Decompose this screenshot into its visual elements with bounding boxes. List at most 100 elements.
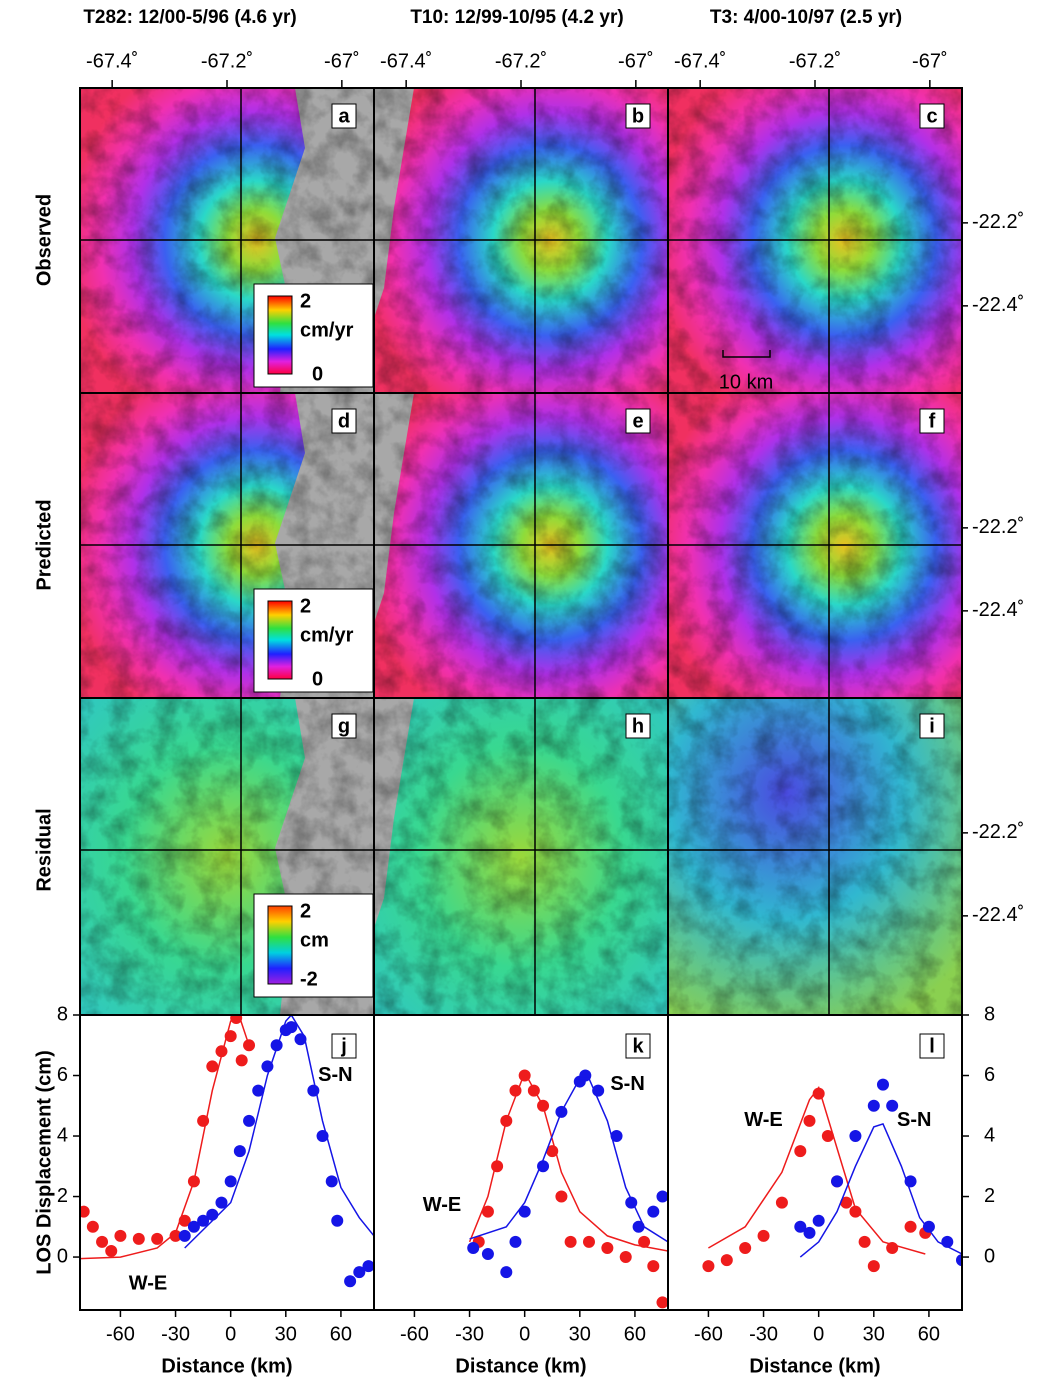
data-point [555,1190,568,1203]
row-label: Residual [33,808,55,891]
column-title: T3: 4/00-10/97 (2.5 yr) [710,7,902,28]
colorbar [267,295,293,375]
panel-letter: l [929,1035,935,1057]
data-point [757,1229,770,1242]
y-tick-label: 6 [57,1064,68,1086]
column-title: T10: 12/99-10/95 (4.2 yr) [410,7,623,28]
data-point [794,1220,807,1233]
x-tick-label: 0 [813,1323,824,1345]
x-tick-label: -67.4˚ [380,50,432,72]
x-axis-label: Distance (km) [161,1355,292,1377]
panel-letter-box [331,713,357,739]
data-point [537,1160,550,1173]
x-tick-label: -30 [455,1323,484,1345]
data-point [96,1235,109,1248]
relief [374,698,668,1015]
series-label: S-N [610,1073,644,1095]
data-point [151,1232,164,1245]
x-tick-label: -30 [161,1323,190,1345]
data-point [656,1296,668,1309]
x-tick-label: -67.2˚ [789,50,841,72]
map-image [374,698,668,1015]
panel-letter-box [625,1033,651,1059]
panel-letter-box [625,103,651,129]
map-panel: f [667,392,963,699]
y-tick-label: 6 [984,1064,995,1086]
relief [668,698,962,1015]
data-point [720,1254,733,1267]
data-point [243,1114,256,1127]
y-tick-label: -22.2˚ [972,211,1024,233]
data-point [80,1205,90,1218]
column-title: T282: 12/00-5/96 (4.6 yr) [83,7,296,28]
series-label: W-E [129,1273,167,1295]
y-tick-label: -22.4˚ [972,904,1024,926]
data-point [509,1235,522,1248]
data-point [132,1232,145,1245]
data-point [858,1235,871,1248]
plot-frame [667,1014,963,1311]
data-point [215,1045,228,1058]
x-tick-label: -67.4˚ [674,50,726,72]
panel-letter: a [338,105,350,127]
x-tick-label: -67.4˚ [86,50,138,72]
data-point [467,1241,480,1254]
row-label: Predicted [33,499,55,590]
y-tick-label: 2 [984,1185,995,1207]
data-point [647,1260,660,1273]
scale-bar [722,350,771,358]
data-point [956,1254,962,1267]
data-point [638,1235,651,1248]
row-label: Observed [33,194,55,286]
panel-letter-box [919,408,945,434]
map-image [668,393,962,698]
y-tick-label: 4 [57,1124,68,1146]
model-curve [799,1122,962,1258]
series-label: W-E [423,1194,461,1216]
colorbar-min: 0 [312,668,323,690]
x-tick-label: -67.2˚ [495,50,547,72]
map-image [668,698,962,1015]
y-tick-label: 0 [57,1245,68,1267]
panel-letter-box [919,1033,945,1059]
y-tick-label: 8 [984,1003,995,1025]
map-image [668,88,962,393]
panel-letter: k [632,1035,644,1057]
x-tick-label: -60 [694,1323,723,1345]
data-point [876,1078,889,1091]
series-label: S-N [318,1064,352,1086]
x-tick-label: 60 [918,1323,940,1345]
data-point [325,1175,338,1188]
series-label: W-E [744,1109,782,1131]
data-point [867,1260,880,1273]
y-tick-label: 8 [57,1003,68,1025]
panel-letter-box [625,713,651,739]
data-point [270,1039,283,1052]
data-point [886,1099,899,1112]
x-axis-label: Distance (km) [749,1355,880,1377]
model-curve [184,1015,374,1249]
data-point [803,1114,816,1127]
map-panel: h [373,697,669,1016]
data-point [803,1226,816,1239]
x-tick-label: 60 [624,1323,646,1345]
colorbar-min: 0 [312,363,323,385]
panel-letter: g [338,715,350,737]
data-point [105,1245,118,1257]
x-tick-label: 0 [519,1323,530,1345]
data-point [481,1248,494,1261]
data-point [331,1214,344,1227]
model-curve [708,1085,926,1255]
map-image [374,88,668,393]
colorbar [267,600,293,680]
y-tick-label: -22.4˚ [972,294,1024,316]
panel-letter-box [331,408,357,434]
data-point [821,1130,834,1143]
x-tick-label: -67˚ [324,50,360,72]
x-axis-label: Distance (km) [455,1355,586,1377]
x-tick-label: 30 [863,1323,885,1345]
data-point [831,1175,844,1188]
data-point [849,1205,862,1218]
data-point [647,1205,660,1218]
data-point [252,1084,265,1097]
